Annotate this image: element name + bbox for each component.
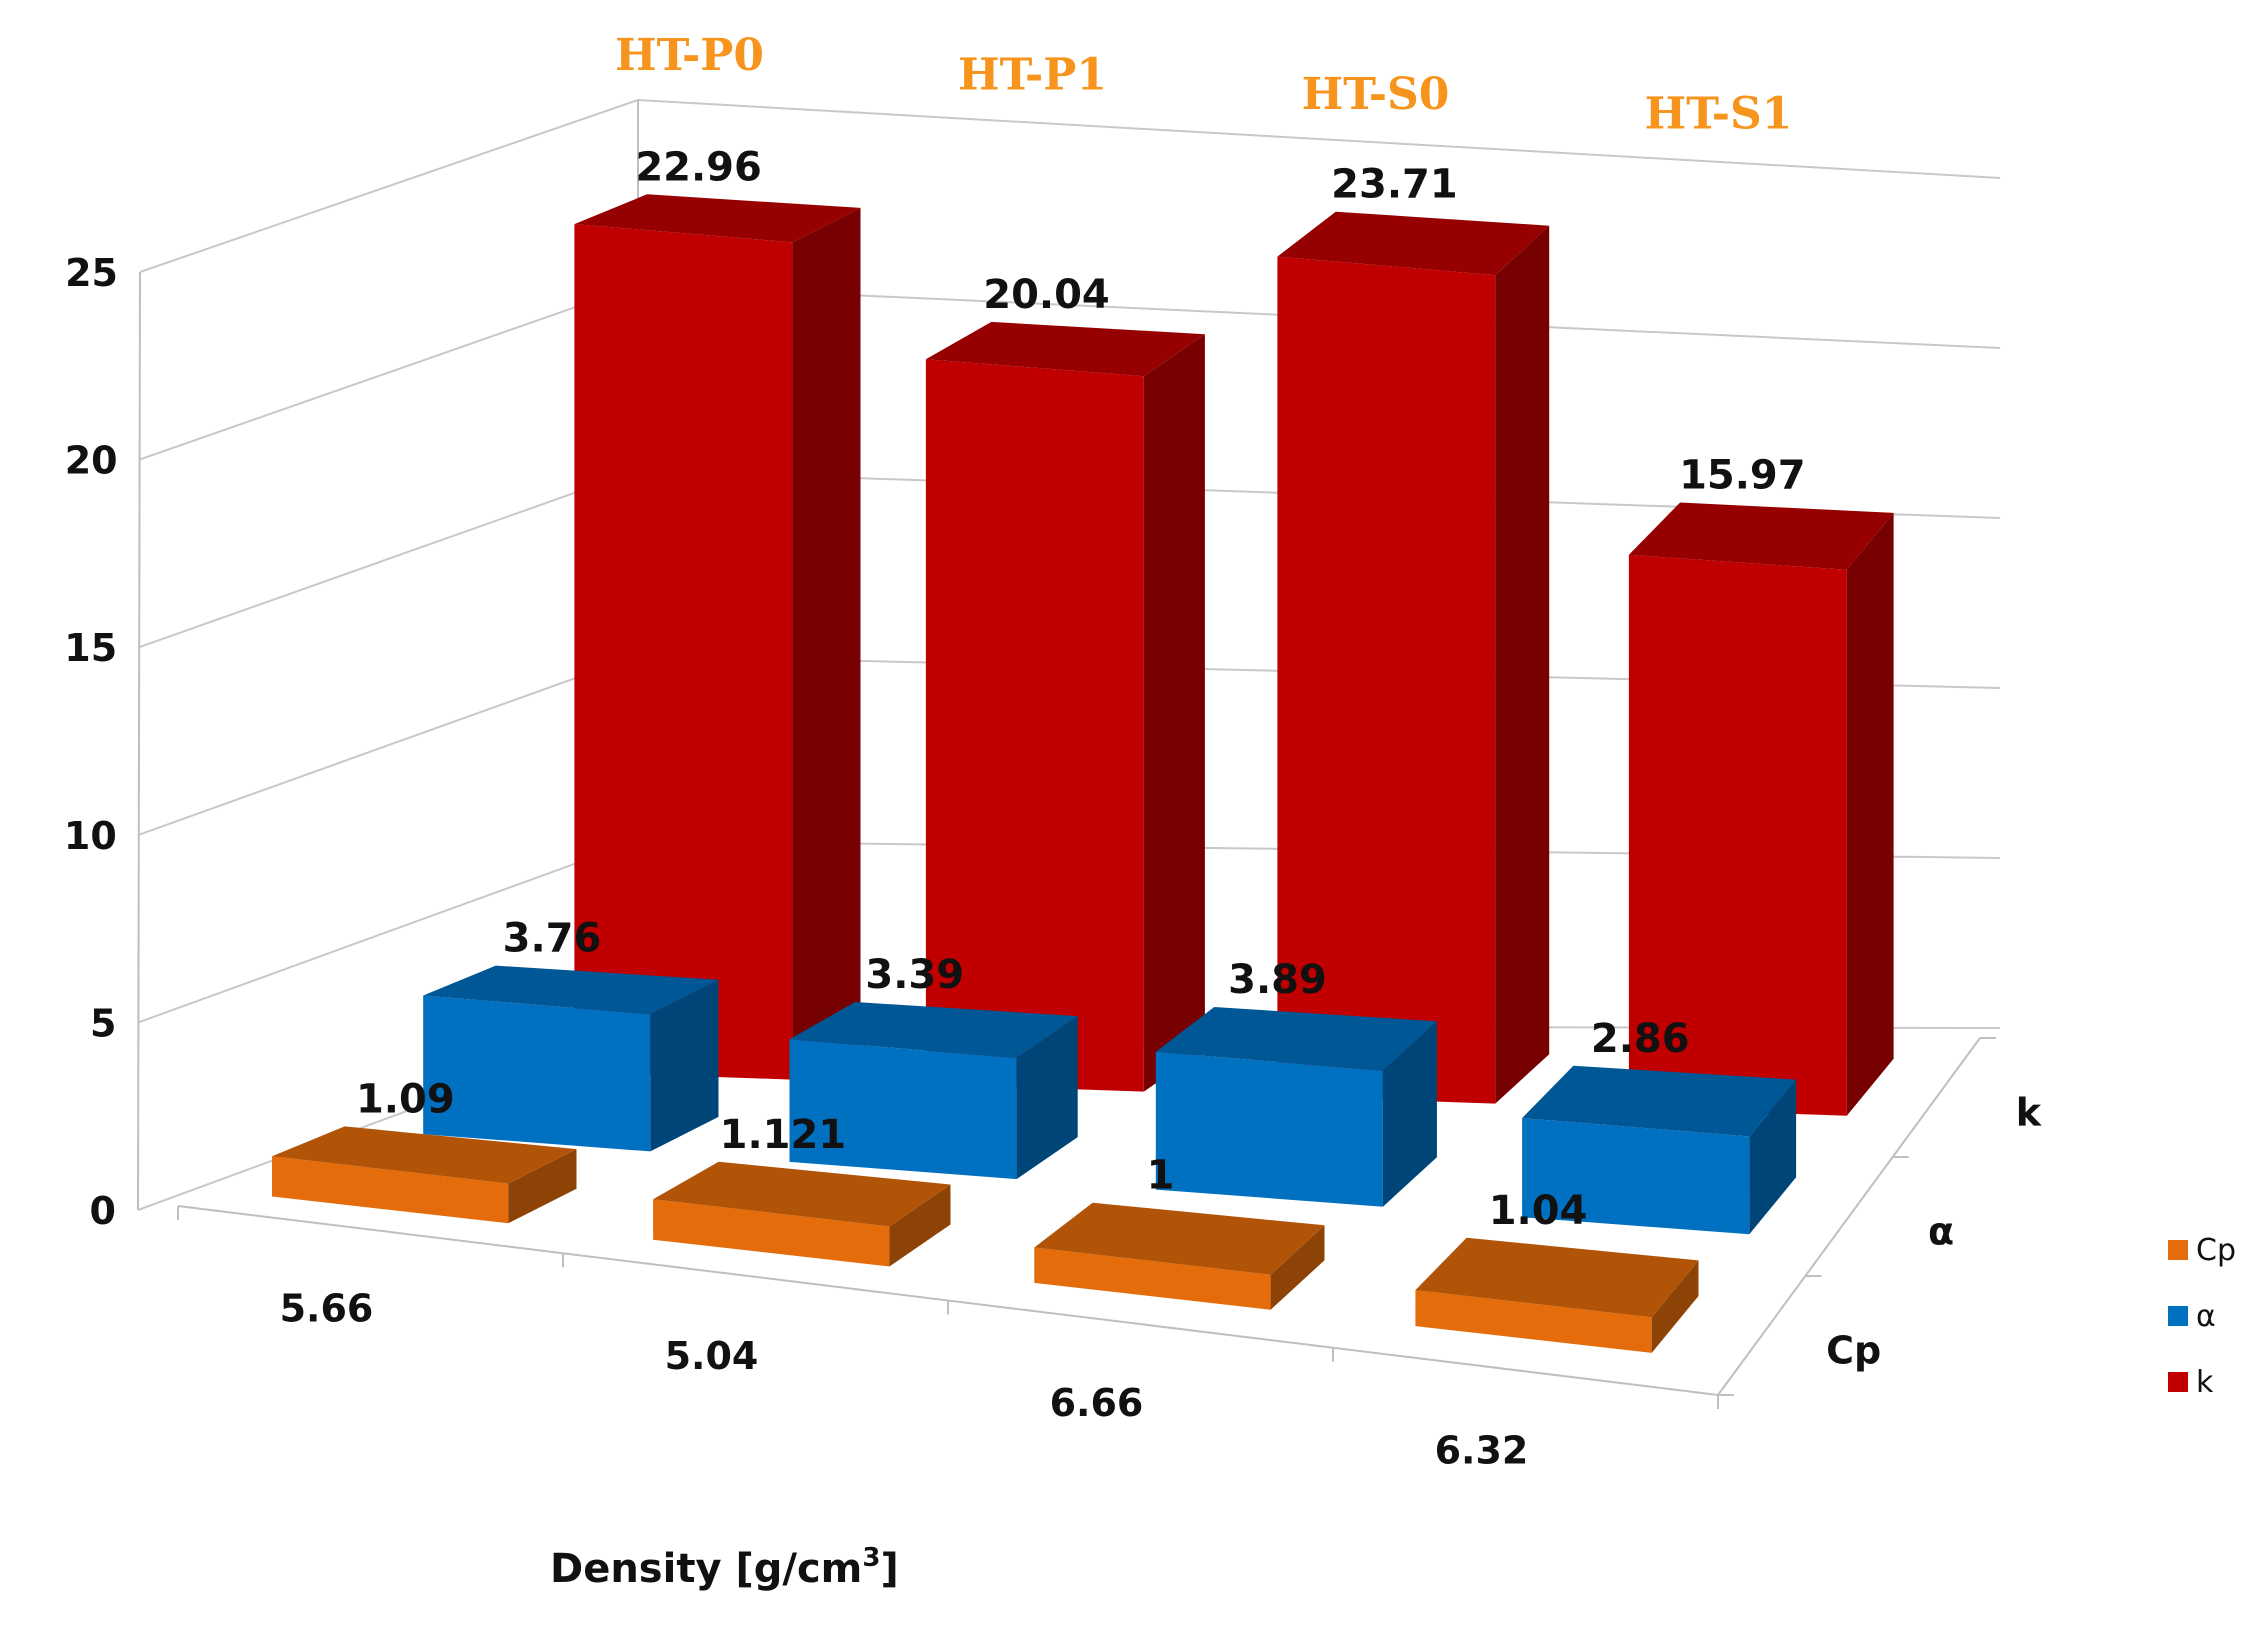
legend: Cp αk bbox=[2168, 1233, 2236, 1400]
x-axis-title: Density [g/cm3] bbox=[550, 1543, 899, 1592]
x-tick-label: 5.66 bbox=[280, 1287, 374, 1331]
bar-top-face bbox=[1628, 502, 1894, 570]
data-label: 3.89 bbox=[1228, 957, 1327, 1003]
legend-label: k bbox=[2196, 1365, 2214, 1400]
bar-side-face bbox=[1651, 1260, 1699, 1353]
bar-side-face bbox=[1270, 1225, 1325, 1310]
data-label: 23.71 bbox=[1331, 162, 1458, 208]
legend-label: α bbox=[2196, 1299, 2216, 1334]
bar-front-face bbox=[272, 1156, 509, 1224]
bar-α-HT-S1 bbox=[1522, 1065, 1797, 1235]
bar-front-face bbox=[1522, 1118, 1750, 1235]
bar-top-face bbox=[1155, 1007, 1437, 1071]
depth-tick-label: α bbox=[1928, 1210, 1954, 1254]
bar-side-face bbox=[1143, 334, 1205, 1092]
bar-side-face bbox=[650, 979, 719, 1152]
x-tick-label: 6.66 bbox=[1050, 1381, 1144, 1425]
depth-tick-label: k bbox=[2016, 1091, 2042, 1135]
bar-side-face bbox=[1749, 1079, 1797, 1235]
data-label: 3.76 bbox=[503, 916, 602, 962]
bar-front-face bbox=[1034, 1247, 1271, 1310]
bar-side-face bbox=[508, 1149, 577, 1224]
bar-side-face bbox=[1495, 225, 1550, 1104]
bar-front-face bbox=[423, 995, 651, 1152]
bar-side-face bbox=[1846, 512, 1894, 1116]
y-tick-label: 10 bbox=[64, 814, 117, 858]
bar-top-face bbox=[1034, 1202, 1325, 1275]
bar-layer bbox=[272, 194, 1894, 1353]
bar-side-face bbox=[889, 1184, 951, 1267]
bar-top-face bbox=[1415, 1237, 1699, 1318]
legend-swatch-Cp bbox=[2168, 1240, 2188, 1260]
depth-tick-label: Cp bbox=[1826, 1329, 1881, 1373]
bar-top-face bbox=[574, 194, 861, 243]
bar-front-face bbox=[1628, 554, 1847, 1116]
x-tick-label: 5.04 bbox=[665, 1334, 759, 1378]
bar-k-HT-P0 bbox=[574, 194, 861, 1080]
data-label: 1 bbox=[1147, 1153, 1175, 1199]
bar-top-face bbox=[423, 965, 719, 1015]
bar-top-face bbox=[789, 1002, 1078, 1058]
bar-top-face bbox=[272, 1126, 577, 1184]
y-tick-label: 25 bbox=[65, 251, 118, 295]
category-label: HT-S0 bbox=[1302, 69, 1450, 120]
bar-side-face bbox=[1382, 1021, 1437, 1207]
bar-Cp-HT-S0 bbox=[1034, 1202, 1325, 1310]
data-label: 15.97 bbox=[1679, 453, 1806, 499]
bar-side-face bbox=[792, 207, 861, 1080]
legend-swatch-k bbox=[2168, 1372, 2188, 1392]
x-tick-label: 6.32 bbox=[1435, 1428, 1529, 1472]
bar-front-face bbox=[925, 359, 1144, 1092]
legend-swatch-α bbox=[2168, 1306, 2188, 1326]
data-label: 20.04 bbox=[983, 272, 1110, 318]
data-label: 1.121 bbox=[720, 1112, 847, 1158]
data-label: 22.96 bbox=[635, 144, 762, 190]
bar-Cp-HT-S1 bbox=[1415, 1237, 1699, 1353]
bar-top-face bbox=[1522, 1065, 1797, 1137]
bar-front-face bbox=[1415, 1290, 1652, 1353]
y-axis-line bbox=[137, 271, 141, 1211]
legend-label: Cp bbox=[2196, 1233, 2236, 1268]
bar-α-HT-P0 bbox=[423, 965, 719, 1152]
bar-front-face bbox=[789, 1039, 1017, 1180]
bar-top-face bbox=[925, 321, 1205, 377]
y-tick-label: 5 bbox=[90, 1001, 116, 1045]
data-label: 3.39 bbox=[865, 952, 964, 998]
category-label: HT-S1 bbox=[1645, 88, 1793, 139]
category-label: HT-P0 bbox=[615, 30, 764, 81]
bar-α-HT-P1 bbox=[789, 1002, 1078, 1180]
data-label: 1.04 bbox=[1489, 1188, 1588, 1234]
y-tick-label: 0 bbox=[90, 1189, 116, 1233]
bar-Cp-HT-P1 bbox=[653, 1161, 951, 1267]
bar-Cp-HT-P0 bbox=[272, 1126, 577, 1224]
bar-top-face bbox=[1277, 211, 1550, 276]
bar-k-HT-P1 bbox=[925, 321, 1205, 1092]
bar-front-face bbox=[1155, 1051, 1383, 1207]
bar-top-face bbox=[653, 1161, 951, 1227]
bar-α-HT-S0 bbox=[1155, 1007, 1437, 1207]
category-label: HT-P1 bbox=[958, 49, 1107, 100]
label-layer: 0 5 10 15 20 25 5.66 5.04 6.66 6.32 Cp α k 22.96 20.04… bbox=[64, 30, 2042, 1473]
bar-front-face bbox=[1277, 256, 1496, 1104]
y-tick-label: 20 bbox=[65, 439, 118, 483]
bar-side-face bbox=[1016, 1016, 1078, 1180]
bar-k-HT-S0 bbox=[1277, 211, 1550, 1104]
bar-front-face bbox=[574, 224, 793, 1080]
bar-k-HT-S1 bbox=[1628, 502, 1894, 1116]
data-label: 1.09 bbox=[356, 1076, 455, 1122]
depth-axis-line bbox=[1717, 1037, 1981, 1396]
data-label: 2.86 bbox=[1591, 1016, 1690, 1062]
bar-front-face bbox=[653, 1199, 890, 1267]
y-tick-label: 15 bbox=[64, 626, 117, 670]
